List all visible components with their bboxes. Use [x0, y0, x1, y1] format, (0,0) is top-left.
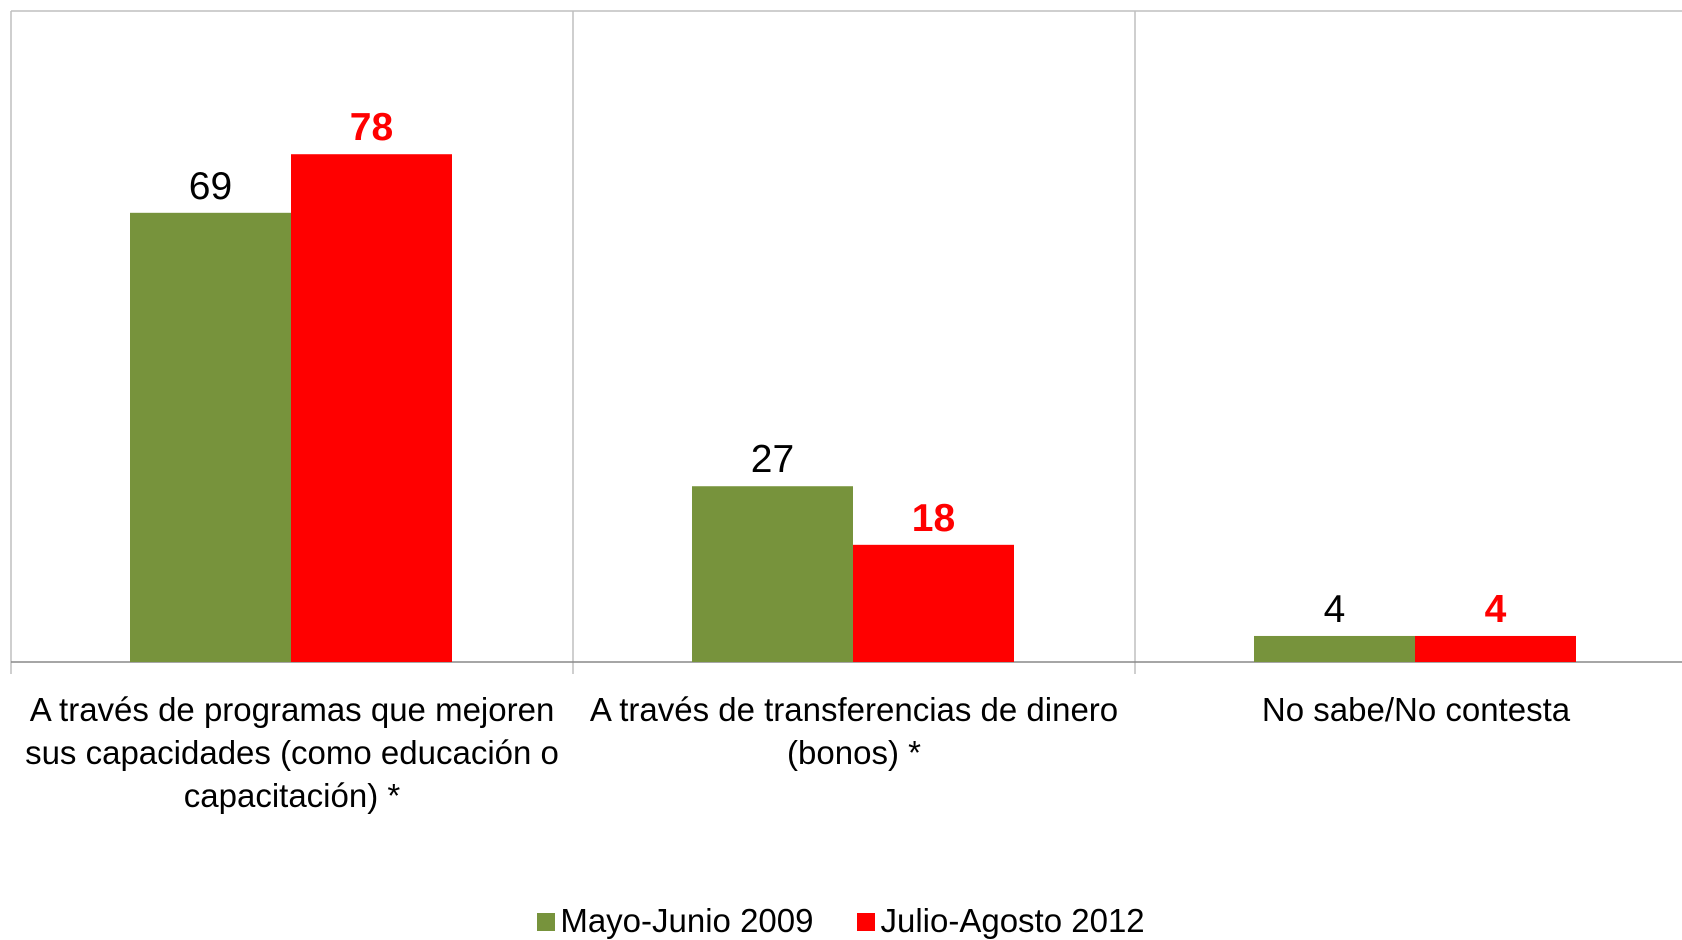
data-label: 78 — [350, 106, 393, 149]
legend-swatch — [537, 913, 556, 931]
legend-item: Mayo-Junio 2009 — [537, 902, 813, 940]
data-label: 69 — [189, 165, 232, 208]
bar — [853, 544, 1014, 662]
data-label: 4 — [1485, 588, 1507, 631]
x-tick-label: A través de programas que mejoren sus ca… — [25, 691, 559, 814]
x-tick-label: No sabe/No contesta — [1261, 691, 1571, 728]
x-tick-label: A través de transferencias de dinero (bo… — [589, 691, 1119, 771]
legend: Mayo-Junio 2009 Julio-Agosto 2012 — [0, 902, 1682, 940]
data-label: 4 — [1324, 588, 1346, 631]
legend-item: Julio-Agosto 2012 — [857, 902, 1145, 940]
legend-label: Julio-Agosto 2012 — [880, 902, 1145, 939]
data-label: 27 — [751, 438, 794, 481]
bar — [692, 486, 853, 662]
legend-label: Mayo-Junio 2009 — [560, 902, 814, 939]
bar — [1254, 635, 1415, 662]
bar — [291, 154, 452, 662]
bar — [1415, 635, 1576, 662]
data-label: 18 — [912, 497, 955, 540]
bar — [130, 212, 291, 662]
legend-swatch — [857, 913, 876, 931]
